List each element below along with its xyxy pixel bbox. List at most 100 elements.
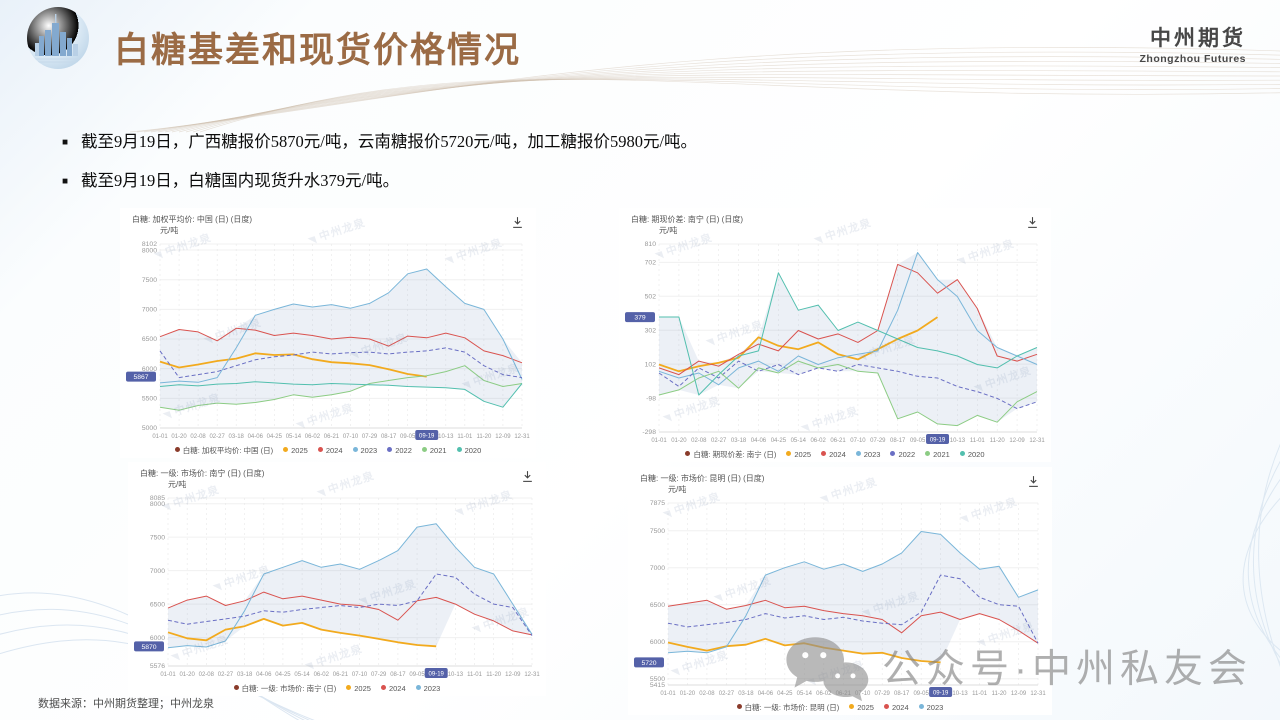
- legend-item[interactable]: 2021: [421, 446, 447, 455]
- svg-text:5500: 5500: [142, 396, 157, 403]
- legend-item[interactable]: 白糖: 期现价差: 南宁 (日): [685, 449, 776, 460]
- svg-text:11-01: 11-01: [970, 438, 986, 444]
- svg-text:08-17: 08-17: [890, 438, 906, 444]
- chart-plot: 810 702 502 302 102 -98 -298 01-01 01-20 02-08 02-…: [623, 238, 1047, 446]
- chart-panel-market-price-kunming: 白糖: 一级: 市场价: 昆明 (日) (日度) 元/吨 7875 7500 700…: [628, 467, 1052, 715]
- legend-item[interactable]: 2025: [786, 450, 811, 459]
- svg-text:12-31: 12-31: [1029, 438, 1045, 444]
- svg-text:8085: 8085: [150, 495, 165, 502]
- slide-logo-icon: [26, 6, 90, 70]
- chart-plot: 8102 8000 7500 7000 6500 6000 5500 5000 01-01 01-…: [124, 238, 532, 442]
- download-icon[interactable]: [521, 470, 534, 483]
- svg-text:08-17: 08-17: [894, 691, 910, 697]
- svg-text:-298: -298: [642, 429, 656, 436]
- svg-text:02-27: 02-27: [711, 438, 727, 444]
- svg-text:5867: 5867: [133, 374, 148, 381]
- legend-item[interactable]: 2024: [317, 446, 343, 455]
- svg-text:7000: 7000: [142, 307, 157, 314]
- legend-item[interactable]: 2022: [890, 450, 915, 459]
- svg-text:7500: 7500: [650, 528, 665, 535]
- legend-item[interactable]: 白糖: 一级: 市场价: 南宁 (日): [233, 683, 336, 694]
- svg-text:06-02: 06-02: [810, 438, 826, 444]
- svg-text:502: 502: [645, 293, 657, 300]
- svg-text:05-14: 05-14: [797, 691, 813, 697]
- svg-text:6000: 6000: [142, 366, 157, 373]
- svg-text:12-09: 12-09: [505, 672, 521, 678]
- legend-item[interactable]: 2025: [346, 684, 371, 693]
- svg-text:01-20: 01-20: [179, 672, 195, 678]
- svg-text:06-21: 06-21: [836, 691, 852, 697]
- svg-text:7875: 7875: [650, 500, 665, 507]
- svg-text:01-20: 01-20: [671, 438, 687, 444]
- legend-item[interactable]: 白糖: 加权平均价: 中国 (日): [174, 445, 273, 456]
- chart-title: 白糖: 一级: 市场价: 昆明 (日) (日度): [640, 474, 765, 483]
- svg-text:08-17: 08-17: [381, 434, 397, 440]
- svg-text:09-05: 09-05: [913, 691, 929, 697]
- svg-text:02-27: 02-27: [218, 672, 234, 678]
- chart-unit-label: 元/吨: [168, 480, 187, 489]
- svg-text:11-20: 11-20: [992, 691, 1008, 697]
- svg-text:03-18: 03-18: [229, 434, 245, 440]
- legend-item[interactable]: 2023: [415, 684, 440, 693]
- svg-text:11-01: 11-01: [972, 691, 988, 697]
- svg-text:5720: 5720: [641, 660, 656, 667]
- chart-legend: 白糖: 一级: 市场价: 昆明 (日) 2025 2024 2023: [628, 702, 1052, 713]
- brand-name-cn: 中州期货: [1150, 27, 1246, 50]
- legend-item[interactable]: 2023: [352, 446, 377, 455]
- svg-text:11-20: 11-20: [486, 672, 502, 678]
- legend-item[interactable]: 2020: [456, 446, 481, 455]
- legend-item[interactable]: 2025: [849, 703, 874, 712]
- download-icon[interactable]: [1027, 475, 1040, 488]
- svg-text:05-14: 05-14: [294, 672, 310, 678]
- svg-text:08-17: 08-17: [390, 672, 406, 678]
- legend-item[interactable]: 2021: [925, 450, 950, 459]
- legend-item[interactable]: 2025: [283, 446, 308, 455]
- svg-text:04-25: 04-25: [771, 438, 787, 444]
- svg-text:06-21: 06-21: [830, 438, 846, 444]
- svg-text:6500: 6500: [650, 602, 665, 609]
- chart-title: 白糖: 期现价差: 南宁 (日) (日度): [631, 215, 743, 224]
- svg-text:07-29: 07-29: [875, 691, 891, 697]
- svg-text:07-10: 07-10: [352, 672, 368, 678]
- svg-text:03-18: 03-18: [738, 691, 754, 697]
- svg-text:01-01: 01-01: [651, 438, 667, 444]
- svg-text:04-06: 04-06: [751, 438, 767, 444]
- download-icon[interactable]: [1026, 216, 1039, 229]
- svg-text:09-05: 09-05: [409, 672, 425, 678]
- legend-item[interactable]: 2023: [918, 703, 943, 712]
- chart-legend: 白糖: 一级: 市场价: 南宁 (日) 2025 2024 2023: [128, 683, 546, 694]
- svg-text:12-31: 12-31: [514, 434, 530, 440]
- legend-item[interactable]: 2023: [855, 450, 880, 459]
- svg-text:702: 702: [645, 260, 657, 267]
- svg-text:06-02: 06-02: [816, 691, 832, 697]
- chart-unit-label: 元/吨: [668, 485, 687, 494]
- legend-item[interactable]: 白糖: 一级: 市场价: 昆明 (日): [736, 702, 839, 713]
- legend-item[interactable]: 2022: [387, 446, 412, 455]
- chart-legend: 白糖: 期现价差: 南宁 (日) 2025 2024 2023 2022 2021 2020: [619, 449, 1051, 460]
- legend-item[interactable]: 2024: [821, 450, 846, 459]
- svg-text:12-31: 12-31: [1030, 691, 1046, 697]
- svg-text:10-13: 10-13: [438, 434, 454, 440]
- legend-item[interactable]: 2020: [959, 450, 985, 459]
- svg-text:04-25: 04-25: [275, 672, 291, 678]
- svg-text:10-13: 10-13: [448, 672, 464, 678]
- svg-text:7000: 7000: [650, 565, 665, 572]
- chart-unit-label: 元/吨: [160, 226, 179, 235]
- svg-text:07-10: 07-10: [850, 438, 866, 444]
- bullet-marker: ■: [62, 137, 69, 148]
- legend-item[interactable]: 2024: [883, 703, 909, 712]
- legend-item[interactable]: 2024: [380, 684, 406, 693]
- svg-text:7500: 7500: [142, 277, 157, 284]
- download-icon[interactable]: [511, 216, 524, 229]
- svg-text:8000: 8000: [142, 247, 157, 254]
- svg-text:04-06: 04-06: [248, 434, 264, 440]
- svg-text:02-27: 02-27: [719, 691, 735, 697]
- svg-text:7000: 7000: [150, 568, 165, 575]
- bullet-item-1: ■ 截至9月19日，广西糖报价5870元/吨，云南糖报价5720元/吨，加工糖报价…: [62, 132, 698, 151]
- brand-logo: 中州期货 Zhongzhou Futures: [1140, 22, 1246, 65]
- chart-title: 白糖: 加权平均价: 中国 (日) (日度): [132, 215, 252, 224]
- page-title: 白糖基差和现货价格情况: [114, 31, 522, 70]
- svg-text:04-25: 04-25: [267, 434, 283, 440]
- svg-text:7500: 7500: [150, 534, 165, 541]
- svg-text:12-09: 12-09: [495, 434, 511, 440]
